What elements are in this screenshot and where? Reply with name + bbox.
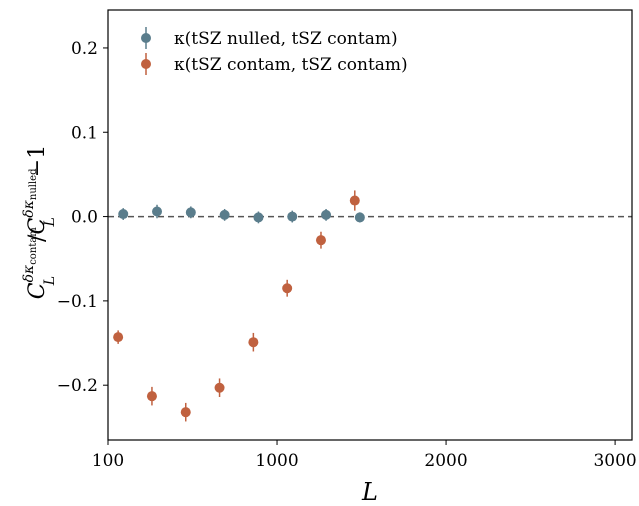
y-axis-label: CδκcontamL/CδκnulledL−1: [21, 145, 58, 300]
data-point: [180, 407, 191, 418]
data-point: [118, 209, 129, 220]
ylabel-main-2: C: [25, 218, 50, 235]
series-group: [113, 190, 365, 422]
ylabel-sup-den-sub: nulled: [28, 168, 39, 200]
data-point: [219, 209, 230, 220]
svg-text:CδκcontamL/CδκnulledL−1: CδκcontamL/CδκnulledL−1: [21, 145, 58, 300]
ylabel-sup-den: δκ: [21, 200, 37, 218]
x-axis-ticks: 100 1000 2000 3000: [92, 440, 637, 471]
data-point: [152, 206, 163, 217]
data-point: [248, 337, 259, 348]
data-point: [214, 382, 225, 393]
ylabel-sup-num-sub: contam: [28, 227, 39, 265]
data-point: [146, 391, 157, 402]
axes-frame: [107, 9, 633, 441]
y-tick-label: 0.1: [71, 123, 98, 143]
legend-label: κ(tSZ nulled, tSZ contam): [174, 29, 398, 49]
ylabel-minus-one: −1: [25, 145, 50, 177]
legend-label: κ(tSZ contam, tSZ contam): [174, 55, 408, 75]
x-tick-label: 2000: [424, 451, 467, 471]
data-point: [321, 209, 332, 220]
x-tick-label: 3000: [593, 451, 636, 471]
ylabel-sub: L: [42, 276, 58, 286]
y-tick-label: 0.0: [71, 208, 98, 228]
data-point: [349, 195, 360, 206]
data-point: [113, 332, 124, 343]
x-tick-label: 100: [92, 451, 124, 471]
legend-marker: [141, 59, 151, 69]
x-tick-label: 1000: [255, 451, 298, 471]
ylabel-sup-num: δκ: [21, 265, 37, 283]
data-point: [282, 283, 293, 294]
y-tick-label: −0.1: [57, 292, 98, 312]
legend: κ(tSZ nulled, tSZ contam) κ(tSZ contam, t…: [141, 27, 408, 75]
y-tick-label: 0.2: [71, 39, 98, 59]
data-point: [354, 212, 365, 223]
legend-marker: [141, 33, 151, 43]
y-axis-ticks: −0.2 −0.1 0.0 0.1 0.2: [57, 39, 108, 396]
axes-border: [107, 9, 633, 441]
ylabel-main: C: [25, 282, 50, 299]
x-axis-label: L: [361, 478, 378, 506]
series-1: [118, 204, 365, 224]
ylabel-sub-2: L: [42, 217, 58, 227]
legend-item-1: κ(tSZ nulled, tSZ contam): [141, 27, 398, 49]
data-point: [287, 211, 298, 222]
y-tick-label: −0.2: [57, 376, 98, 396]
legend-item-2: κ(tSZ contam, tSZ contam): [141, 53, 408, 75]
data-point: [253, 212, 264, 223]
series-2: [113, 190, 360, 422]
data-point: [315, 235, 326, 246]
data-point: [185, 207, 196, 218]
